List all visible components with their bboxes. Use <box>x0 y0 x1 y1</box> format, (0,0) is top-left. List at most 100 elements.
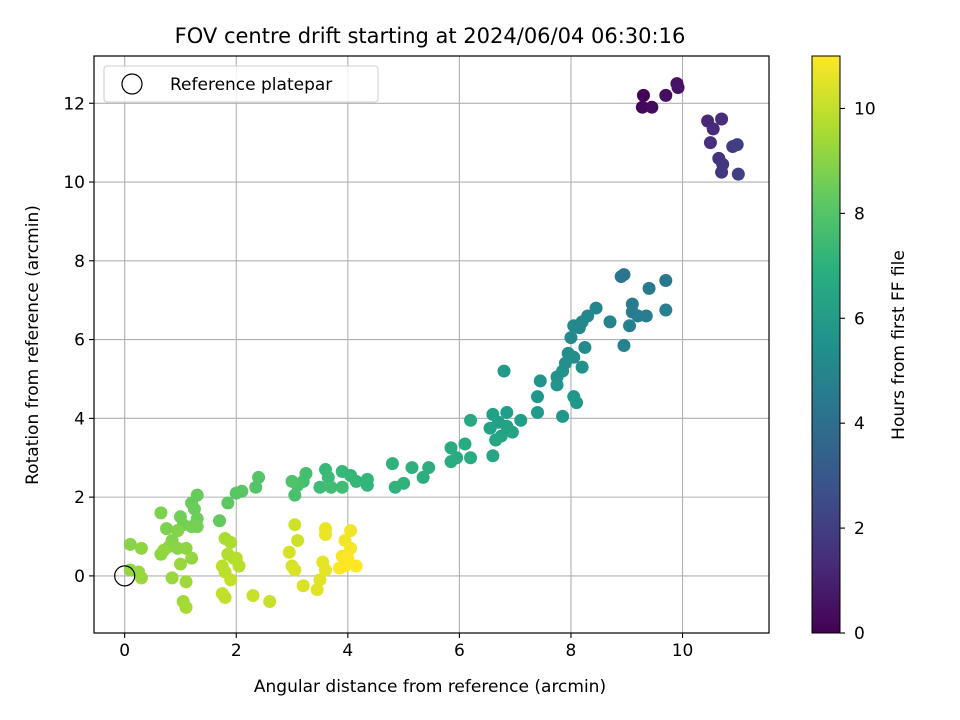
y-tick-label: 2 <box>74 488 85 508</box>
data-point <box>444 455 458 469</box>
data-point <box>564 331 578 345</box>
reference-platepar-marker <box>114 565 136 587</box>
data-point <box>321 470 335 484</box>
x-tick-label: 10 <box>672 641 694 661</box>
data-point <box>623 319 637 333</box>
data-point <box>486 449 500 463</box>
data-point <box>550 378 564 392</box>
data-point <box>388 480 402 494</box>
y-tick-label: 12 <box>63 94 85 114</box>
x-axis-label: Angular distance from reference (arcmin) <box>254 677 606 697</box>
data-point <box>179 541 193 555</box>
data-point <box>288 488 302 502</box>
x-tick-label: 0 <box>119 641 130 661</box>
data-point <box>157 543 171 557</box>
data-point <box>642 281 656 295</box>
data-point <box>530 390 544 404</box>
data-point <box>282 545 296 559</box>
data-point <box>500 405 514 419</box>
data-point <box>706 122 720 136</box>
data-point <box>671 81 685 95</box>
data-point <box>715 112 729 126</box>
data-point <box>154 506 168 520</box>
data-point <box>218 591 232 605</box>
data-point <box>232 559 246 573</box>
data-point <box>575 360 589 374</box>
y-tick-label: 0 <box>74 567 85 587</box>
data-point <box>285 474 299 488</box>
data-point <box>344 541 358 555</box>
colorbar-tick-label: 4 <box>854 414 865 434</box>
data-point <box>715 165 729 179</box>
data-point <box>617 338 631 352</box>
colorbar-gradient <box>811 55 841 634</box>
data-point <box>179 575 193 589</box>
data-point <box>224 573 238 587</box>
data-point <box>505 425 519 439</box>
data-point <box>263 594 277 608</box>
data-point <box>313 480 327 494</box>
colorbar-tick-label: 6 <box>854 309 865 329</box>
data-point <box>229 486 243 500</box>
y-tick-label: 6 <box>74 331 85 351</box>
legend-marker-icon <box>121 73 143 95</box>
colorbar-tick-label: 2 <box>854 519 865 539</box>
data-point <box>288 563 302 577</box>
colorbar-tick-label: 0 <box>854 624 865 644</box>
y-axis-label: Rotation from reference (arcmin) <box>23 205 43 485</box>
data-point <box>291 533 305 547</box>
data-point <box>252 470 266 484</box>
data-point <box>659 273 673 287</box>
reference-marker-layer <box>114 565 136 587</box>
data-point <box>332 561 346 575</box>
y-tick-label: 10 <box>63 173 85 193</box>
data-point <box>360 478 374 492</box>
data-point <box>213 514 227 528</box>
data-point <box>659 88 673 102</box>
data-point <box>296 579 310 593</box>
data-point <box>483 421 497 435</box>
data-point <box>636 88 650 102</box>
x-tick-label: 4 <box>342 641 353 661</box>
data-point <box>659 303 673 317</box>
data-point <box>160 522 174 536</box>
colorbar-ticks: 0 2 4 6 8 10 <box>840 99 876 644</box>
plot-frame <box>93 55 770 634</box>
data-point <box>344 524 358 538</box>
data-point <box>324 480 338 494</box>
data-point <box>319 563 333 577</box>
colorbar: 0 2 4 6 8 10 Hours from first FF file <box>811 55 909 644</box>
data-point <box>578 340 592 354</box>
data-point <box>514 413 528 427</box>
legend-box <box>103 65 379 103</box>
data-point <box>603 315 617 329</box>
x-axis-ticks: 0 2 4 6 8 10 <box>119 633 693 661</box>
data-point <box>288 518 302 532</box>
data-point <box>731 167 745 181</box>
data-point <box>405 461 419 475</box>
data-point <box>464 451 478 465</box>
y-axis-ticks: 0 2 4 6 8 10 12 <box>63 94 94 587</box>
data-point <box>313 573 327 587</box>
data-point <box>185 551 199 565</box>
data-point <box>319 528 333 542</box>
data-point <box>134 541 148 555</box>
grid <box>94 56 769 633</box>
data-point <box>639 309 653 323</box>
legend: Reference platepar <box>103 65 379 103</box>
data-point <box>645 100 659 114</box>
data-point <box>458 437 472 451</box>
data-point <box>533 374 547 388</box>
data-point <box>572 321 586 335</box>
colorbar-tick-label: 8 <box>854 204 865 224</box>
data-point <box>134 571 148 585</box>
x-tick-label: 2 <box>231 641 242 661</box>
data-point <box>249 480 263 494</box>
data-point <box>703 136 717 150</box>
chart-title: FOV centre drift starting at 2024/06/04 … <box>175 24 686 48</box>
data-point <box>310 583 324 597</box>
data-point <box>246 589 260 603</box>
data-point <box>187 502 201 516</box>
data-point <box>635 100 649 114</box>
